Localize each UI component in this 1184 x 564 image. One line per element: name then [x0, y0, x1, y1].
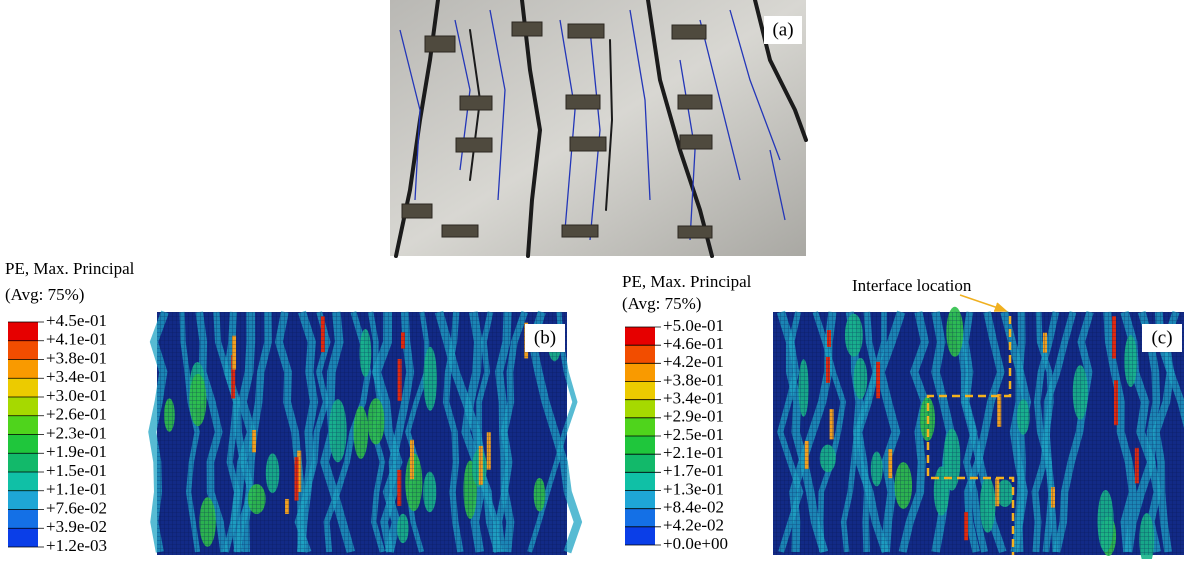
legend-label: +4.1e-01	[46, 330, 107, 349]
contour-panel-c: (c)	[773, 306, 1184, 564]
legend-swatch	[8, 453, 38, 472]
legend-label: +3.4e-01	[663, 389, 724, 408]
legend-swatch	[625, 508, 655, 527]
legend: PE, Max. Principal (Avg: 75%) +4.5e-01+4.1…	[5, 259, 135, 555]
panel-label: (c)	[1151, 327, 1172, 348]
legend-swatch	[625, 490, 655, 509]
legend-swatch	[625, 417, 655, 436]
legend-label: +4.2e-02	[663, 516, 724, 535]
legend-label: +4.2e-01	[663, 352, 724, 371]
legend-swatch	[625, 327, 655, 346]
legend-label: +0.0e+00	[663, 534, 728, 553]
legend-label: +3.4e-01	[46, 367, 107, 386]
legend-label: +3.9e-02	[46, 517, 107, 536]
panel-label: (a)	[772, 19, 793, 40]
specimen-photo: (a)	[390, 0, 808, 258]
mesh	[773, 312, 1184, 555]
legend-swatch	[8, 434, 38, 454]
legend-swatch	[625, 381, 655, 400]
legend-label: +1.7e-01	[663, 461, 724, 480]
legend-swatch	[8, 340, 38, 360]
label-box	[1142, 324, 1182, 352]
legend-label: +1.1e-01	[46, 480, 107, 499]
legend-title: PE, Max. Principal	[5, 259, 135, 278]
legend-subtitle: (Avg: 75%)	[622, 294, 701, 313]
legend-swatch	[625, 363, 655, 382]
interface-outline	[926, 316, 1015, 555]
legend-swatch	[8, 322, 38, 341]
legend: PE, Max. Principal (Avg: 75%) +5.0e-01+4.6…	[622, 272, 752, 553]
legend-label: +2.3e-01	[46, 423, 107, 442]
legend-label: +5.0e-01	[663, 316, 724, 335]
legend-swatch	[625, 436, 655, 455]
legend-swatch	[8, 528, 38, 547]
legend-swatch	[625, 399, 655, 418]
legend-label: +3.8e-01	[46, 348, 107, 367]
legend-swatch	[8, 472, 38, 491]
contour-panel-b: (b)	[148, 310, 583, 555]
legend-label: +2.1e-01	[663, 443, 724, 462]
legend-label: +2.6e-01	[46, 405, 107, 424]
annotation-arrow	[959, 294, 1008, 312]
legend-label: +3.0e-01	[46, 386, 107, 405]
legend-label: +1.2e-03	[46, 536, 107, 555]
label-box	[525, 324, 565, 352]
legend-swatch	[8, 415, 38, 435]
legend-label: +1.9e-01	[46, 442, 107, 461]
legend-subtitle: (Avg: 75%)	[5, 285, 84, 304]
legend-swatch	[8, 397, 38, 416]
legend-label: +7.6e-02	[46, 498, 107, 517]
legend-swatch	[625, 345, 655, 364]
legend-swatch	[625, 472, 655, 491]
legend-title: PE, Max. Principal	[622, 272, 752, 291]
legend-label: +2.5e-01	[663, 425, 724, 444]
legend-label: +2.9e-01	[663, 407, 724, 426]
legend-swatch	[625, 526, 655, 545]
annotation: Interface location	[852, 276, 972, 295]
legend-swatch	[8, 509, 38, 529]
legend-label: +8.4e-02	[663, 498, 724, 517]
panel-label: (b)	[534, 327, 556, 348]
legend-label: +4.5e-01	[46, 311, 107, 330]
legend-swatch	[8, 359, 38, 379]
legend-swatch	[8, 378, 38, 397]
legend-label: +3.8e-01	[663, 370, 724, 389]
legend-swatch	[8, 490, 38, 510]
legend-swatch	[625, 454, 655, 473]
legend-label: +4.6e-01	[663, 334, 724, 353]
legend-label: +1.5e-01	[46, 461, 107, 480]
mesh	[157, 312, 567, 555]
legend-label: +1.3e-01	[663, 479, 724, 498]
